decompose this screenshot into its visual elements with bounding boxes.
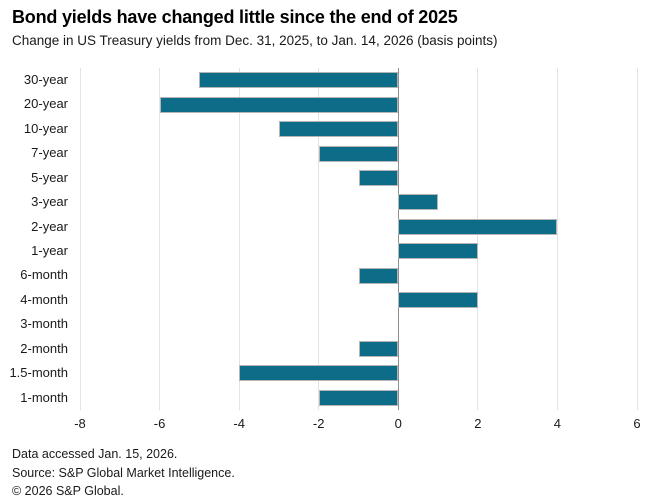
bar-20-year bbox=[159, 96, 399, 113]
gridline bbox=[318, 68, 320, 410]
bar-1.5-month bbox=[239, 365, 399, 382]
bar-2-month bbox=[358, 340, 399, 357]
footer-source: Source: S&P Global Market Intelligence. bbox=[12, 465, 235, 480]
y-axis-label-2-month: 2-month bbox=[20, 340, 68, 356]
bar-1-month bbox=[318, 389, 399, 406]
chart-title: Bond yields have changed little since th… bbox=[12, 7, 458, 27]
bar-2-year bbox=[398, 218, 558, 235]
y-axis-label-3-year: 3-year bbox=[31, 194, 68, 210]
y-axis-label-1.5-month: 1.5-month bbox=[9, 365, 68, 381]
bar-5-year bbox=[358, 169, 399, 186]
x-axis-tick-label: -6 bbox=[153, 416, 166, 431]
gridline bbox=[477, 68, 479, 410]
chart-subtitle: Change in US Treasury yields from Dec. 3… bbox=[12, 33, 498, 48]
y-axis-label-1-month: 1-month bbox=[20, 389, 68, 405]
y-axis-label-7-year: 7-year bbox=[31, 145, 68, 161]
bar-10-year bbox=[278, 121, 399, 138]
bar-chart: 30-year 20-year 10-year 7-year 5-year 3-year 2… bbox=[0, 68, 660, 443]
gridline bbox=[79, 68, 81, 410]
footer-copyright: © 2026 S&P Global. bbox=[12, 484, 124, 498]
gridline bbox=[636, 68, 638, 410]
x-axis-tick-label: 0 bbox=[394, 416, 402, 431]
bar-7-year bbox=[318, 145, 399, 162]
y-axis-label-4-month: 4-month bbox=[20, 291, 68, 307]
x-axis-tick-label: 4 bbox=[553, 416, 562, 431]
footer-data-accessed: Data accessed Jan. 15, 2026. bbox=[12, 447, 178, 461]
y-axis-label-20-year: 20-year bbox=[23, 96, 68, 112]
y-axis-label-30-year: 30-year bbox=[23, 72, 68, 87]
plot-area bbox=[79, 68, 638, 410]
bar-1-year bbox=[398, 243, 478, 260]
gridline bbox=[556, 68, 558, 410]
x-axis-tick-label: 2 bbox=[474, 416, 482, 431]
y-axis-label-5-year: 5-year bbox=[31, 169, 68, 185]
y-axis-label-1-year: 1-year bbox=[31, 243, 68, 258]
zero-line bbox=[397, 68, 399, 410]
bar-6-month bbox=[358, 267, 399, 284]
y-axis-label-10-year: 10-year bbox=[23, 120, 68, 136]
x-axis-tick-label: -4 bbox=[233, 416, 245, 431]
y-axis-label-2-year: 2-year bbox=[31, 218, 68, 234]
x-axis-tick-label: -2 bbox=[312, 416, 325, 431]
bar-4-month bbox=[398, 292, 478, 309]
y-axis-label-6-month: 6-month bbox=[20, 267, 68, 283]
x-axis-tick-label: -8 bbox=[74, 416, 86, 431]
y-axis-label-3-month: 3-month bbox=[20, 316, 68, 332]
gridline bbox=[159, 68, 161, 410]
bar-3-year bbox=[398, 194, 439, 211]
gridline bbox=[238, 68, 240, 410]
footer-notes: Data accessed Jan. 15, 2026. Source: S&P… bbox=[12, 445, 235, 501]
x-axis-tick-label: 6 bbox=[633, 416, 641, 431]
bar-30-year bbox=[199, 72, 399, 89]
